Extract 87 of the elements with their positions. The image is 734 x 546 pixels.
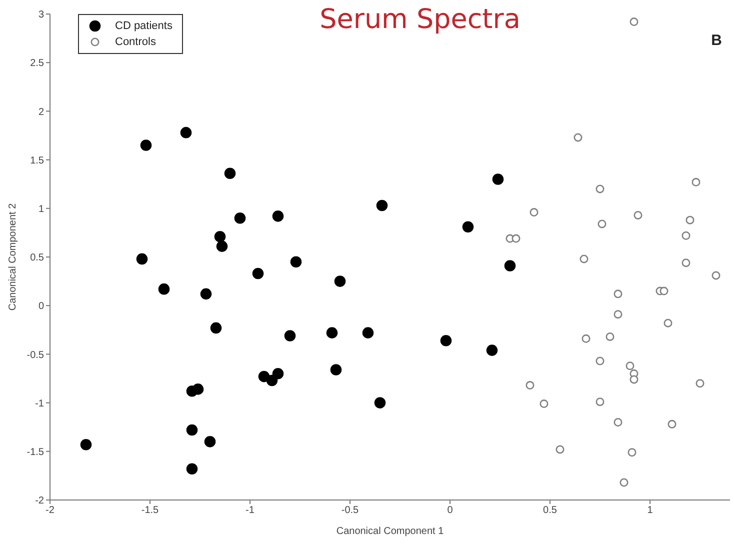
y-tick-label: 0 (38, 301, 44, 312)
point (512, 234, 520, 243)
y-axis-title: Canonical Component 2 (8, 202, 19, 311)
point (180, 126, 192, 138)
point (614, 290, 622, 298)
point (192, 384, 204, 395)
point (330, 364, 342, 376)
y-tick-label: -0.5 (26, 350, 44, 361)
point (140, 140, 152, 151)
point (614, 310, 622, 319)
point (630, 375, 638, 384)
y-tick-label: 2.5 (30, 58, 44, 70)
point (628, 448, 636, 457)
x-tick-label: -2 (46, 505, 55, 516)
point (200, 288, 212, 300)
y-tick-label: -1 (35, 398, 44, 410)
legend-label: CD patients (115, 19, 172, 34)
point (440, 334, 452, 346)
legend-label: Controls (115, 35, 156, 50)
point (556, 445, 564, 454)
point (526, 381, 534, 390)
point (606, 332, 614, 341)
x-tick-label: 0.5 (543, 505, 558, 516)
point (252, 268, 264, 280)
point (580, 254, 588, 264)
point (582, 334, 590, 343)
point (486, 344, 498, 356)
point (682, 258, 690, 268)
point (492, 174, 504, 185)
point (186, 424, 198, 436)
point (664, 318, 672, 328)
y-tick-label: 0.5 (30, 252, 44, 264)
point (376, 200, 388, 212)
point (214, 230, 226, 242)
point (626, 362, 634, 370)
y-tick-label: 1.5 (30, 155, 44, 166)
point (630, 18, 638, 26)
point (598, 220, 606, 228)
point (216, 240, 228, 252)
x-tick-label: -0.5 (341, 505, 360, 516)
point (290, 256, 302, 268)
point (462, 221, 474, 233)
point (634, 210, 642, 220)
point (284, 330, 296, 342)
point (234, 212, 246, 224)
x-tick-label: -1.5 (141, 505, 160, 516)
point (530, 208, 538, 217)
y-tick-label: 1 (38, 204, 44, 215)
y-tick-label: -2 (35, 496, 44, 507)
point (712, 271, 720, 280)
point (596, 398, 604, 406)
annotation: B (711, 32, 722, 49)
point (158, 283, 170, 295)
point (540, 400, 548, 408)
point (614, 418, 622, 426)
point (620, 478, 628, 487)
x-axis-title: Canonical Component 1 (336, 526, 444, 537)
point (574, 133, 582, 142)
point (696, 379, 704, 388)
point (682, 231, 690, 240)
point (660, 286, 668, 296)
point (204, 436, 216, 448)
point (266, 374, 278, 386)
y-tick-label: -1.5 (26, 446, 44, 458)
point (504, 260, 516, 272)
point (224, 168, 236, 180)
x-tick-label: 1 (647, 505, 654, 516)
point (272, 368, 284, 380)
x-tick-label: 0 (447, 505, 454, 516)
point (210, 322, 222, 334)
point (186, 463, 198, 475)
point (692, 178, 700, 186)
point (374, 397, 386, 408)
point (334, 276, 346, 287)
point (272, 210, 284, 222)
chart-title: Serum Spectra (318, 4, 522, 35)
point (596, 356, 604, 366)
point (686, 216, 694, 224)
y-tick-label: 3 (38, 10, 44, 21)
point (668, 420, 676, 428)
point (362, 327, 374, 338)
point (326, 327, 338, 338)
x-tick-label: -1 (246, 505, 255, 516)
point (80, 438, 92, 450)
y-tick-label: 2 (38, 106, 44, 118)
point (136, 253, 148, 265)
point (596, 184, 604, 194)
